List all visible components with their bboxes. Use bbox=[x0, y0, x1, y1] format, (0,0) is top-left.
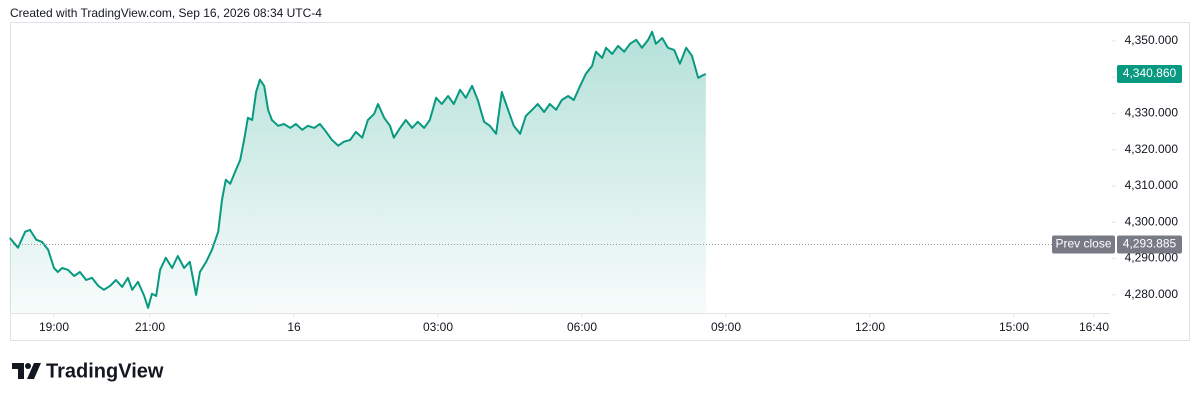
brand: TradingView bbox=[46, 360, 164, 382]
prev-close-badge bbox=[1052, 235, 1115, 254]
x-tick-label: 15:00 bbox=[999, 320, 1029, 334]
x-tick-label: 12:00 bbox=[855, 320, 885, 334]
prev-close-label: Prev close bbox=[1055, 237, 1111, 251]
price-line bbox=[9, 30, 707, 309]
x-tick-label: 09:00 bbox=[711, 320, 741, 334]
y-tick-label: 4,320.000 bbox=[1125, 142, 1179, 156]
x-tick-label: 19:00 bbox=[39, 320, 69, 334]
header: Created with TradingView.com, Sep 16, 20… bbox=[10, 6, 322, 20]
x-tick-label: 21:00 bbox=[135, 320, 165, 334]
y-tick-label: 4,280.000 bbox=[1125, 287, 1179, 301]
area bbox=[9, 31, 706, 314]
y-tick-label: 4,310.000 bbox=[1125, 178, 1179, 192]
frame bbox=[10, 22, 1190, 341]
y-tick-label: 4,330.000 bbox=[1125, 106, 1179, 120]
x-tick-label: 03:00 bbox=[423, 320, 453, 334]
x-tick-label: 16:40 bbox=[1079, 320, 1109, 334]
y-tick-label: 4,300.000 bbox=[1125, 214, 1179, 228]
y-tick-label: 4,350.000 bbox=[1125, 33, 1179, 47]
y-tick-label: 4,290.000 bbox=[1125, 251, 1179, 265]
prev-close-value: 4,293.885 bbox=[1123, 237, 1177, 251]
last-price-label: 4,340.860 bbox=[1123, 66, 1177, 80]
logo bbox=[12, 363, 41, 379]
x-tick-label: 16 bbox=[287, 320, 301, 334]
prev-close-value-badge bbox=[1117, 235, 1182, 254]
last-price-badge bbox=[1117, 65, 1182, 84]
x-tick-label: 06:00 bbox=[567, 320, 597, 334]
